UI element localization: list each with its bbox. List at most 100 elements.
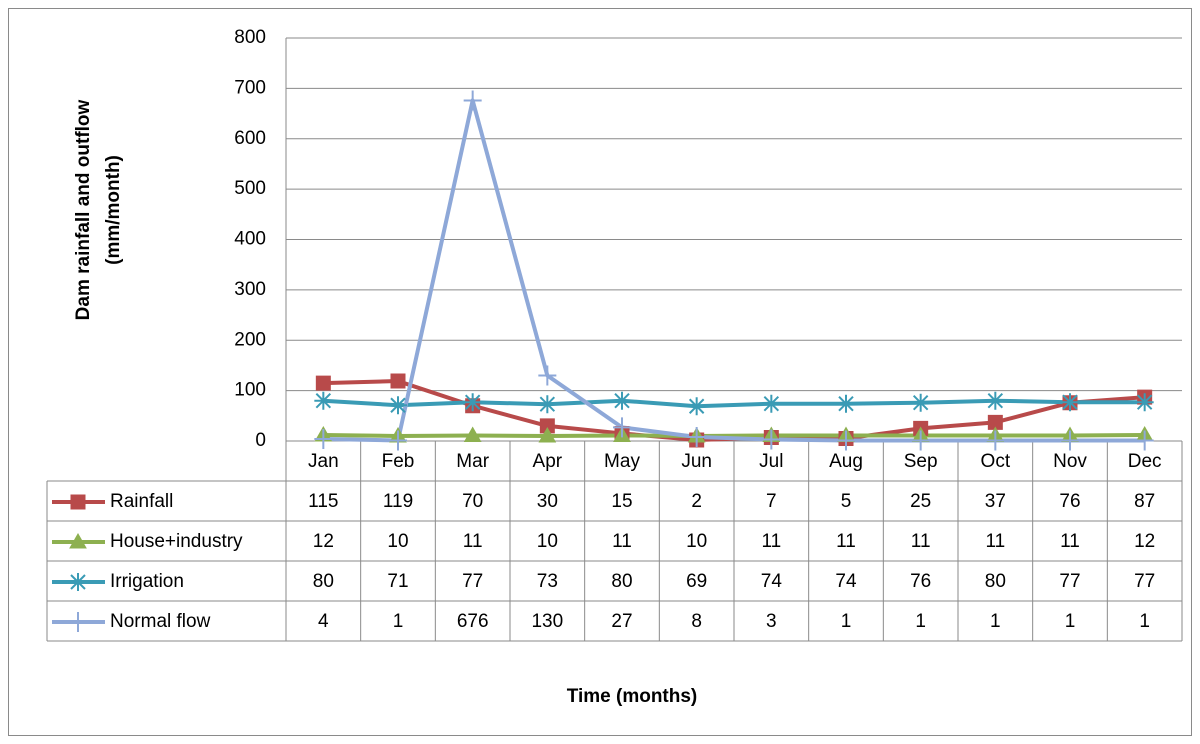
x-tick-label: Mar [456,451,489,472]
marker [986,391,1005,410]
table-cell: 69 [686,571,707,592]
marker [538,426,557,443]
table-cell: 8 [691,611,702,632]
marker [315,375,331,391]
x-tick-label: Jul [759,451,783,472]
table-cell: 77 [1059,571,1080,592]
y-axis-title-line: (mm/month) [103,155,124,265]
table-cell: 10 [686,531,707,552]
series-line [323,432,1145,438]
table-cell: 25 [910,491,931,512]
chart-border [8,8,1192,736]
legend-label: House+industry [110,531,243,552]
x-tick-label: Nov [1053,451,1087,472]
table-cell: 37 [985,491,1006,512]
table-cell: 87 [1134,491,1155,512]
marker [1135,393,1154,412]
table-cell: 27 [611,611,632,632]
marker [762,429,781,450]
marker [1061,393,1079,412]
table-cell: 80 [611,571,632,592]
marker [613,391,631,410]
table-cell: 12 [313,531,334,552]
marker [538,395,557,414]
y-tick-label: 400 [234,229,266,250]
table-cell: 76 [1059,491,1080,512]
marker [613,417,631,438]
legend-marker [69,612,87,632]
marker [837,394,855,413]
table-cell: 30 [537,491,558,512]
table-cell: 11 [761,531,781,552]
table-cell: 11 [985,531,1005,552]
table-cell: 71 [387,571,408,592]
y-tick-label: 800 [234,27,266,48]
x-tick-label: Apr [533,451,563,472]
x-tick-label: Aug [829,451,863,472]
table-cell: 1 [841,611,852,632]
table-cell: 11 [836,531,856,552]
y-tick-label: 200 [234,329,266,350]
y-tick-label: 100 [234,380,266,401]
y-tick-label: 500 [234,178,266,199]
table-cell: 1 [915,611,926,632]
marker [687,426,706,447]
x-tick-label: Dec [1128,451,1162,472]
table-cell: 76 [910,571,931,592]
table-cell: 1 [990,611,1001,632]
y-axis-title: Dam rainfall and outflow (mm/month) [73,99,124,320]
legend-marker [69,573,87,591]
legend-marker [69,532,87,549]
x-tick-label: Sep [904,451,938,472]
x-axis-title: Time (months) [567,686,698,707]
y-tick-label: 600 [234,128,266,149]
x-tick-label: May [604,451,640,472]
legend-label: Normal flow [110,611,211,632]
table-cell: 1 [1139,611,1150,632]
table-cell: 70 [462,491,483,512]
y-axis-title-line: Dam rainfall and outflow [73,99,94,320]
table-cell: 77 [462,571,483,592]
y-tick-label: 0 [255,430,266,451]
table-cell: 1 [1065,611,1076,632]
x-tick-label: Feb [382,451,415,472]
marker [687,397,706,416]
y-tick-label: 700 [234,77,266,98]
table-cell: 11 [612,531,632,552]
table-cell: 74 [761,571,783,592]
marker [463,393,482,412]
marker [987,414,1003,430]
marker [314,391,333,410]
marker [539,418,555,434]
table-cell: 10 [387,531,408,552]
table-cell: 1 [393,611,404,632]
table-cell: 77 [1134,571,1155,592]
table-cell: 4 [318,611,329,632]
table-cell: 5 [841,491,852,512]
x-tick-label: Oct [981,451,1011,472]
table-cell: 10 [537,531,558,552]
marker [463,90,482,111]
marker [762,394,781,413]
series-line [323,98,1145,443]
y-tick-label: 300 [234,279,266,300]
marker [911,430,930,451]
marker [1135,430,1154,451]
table-cell: 115 [308,491,338,512]
table-cell: 74 [835,571,857,592]
marker [390,373,406,389]
marker [389,430,407,451]
legend-label: Irrigation [110,571,184,592]
table-cell: 676 [457,611,489,632]
table-cell: 15 [611,491,632,512]
table-cell: 3 [766,611,777,632]
table-cell: 130 [531,611,563,632]
table-cell: 12 [1134,531,1155,552]
marker [463,426,482,442]
marker [389,396,407,415]
table-cell: 11 [1060,531,1080,552]
marker [538,365,557,386]
legend-marker [70,494,86,510]
marker [314,428,333,449]
